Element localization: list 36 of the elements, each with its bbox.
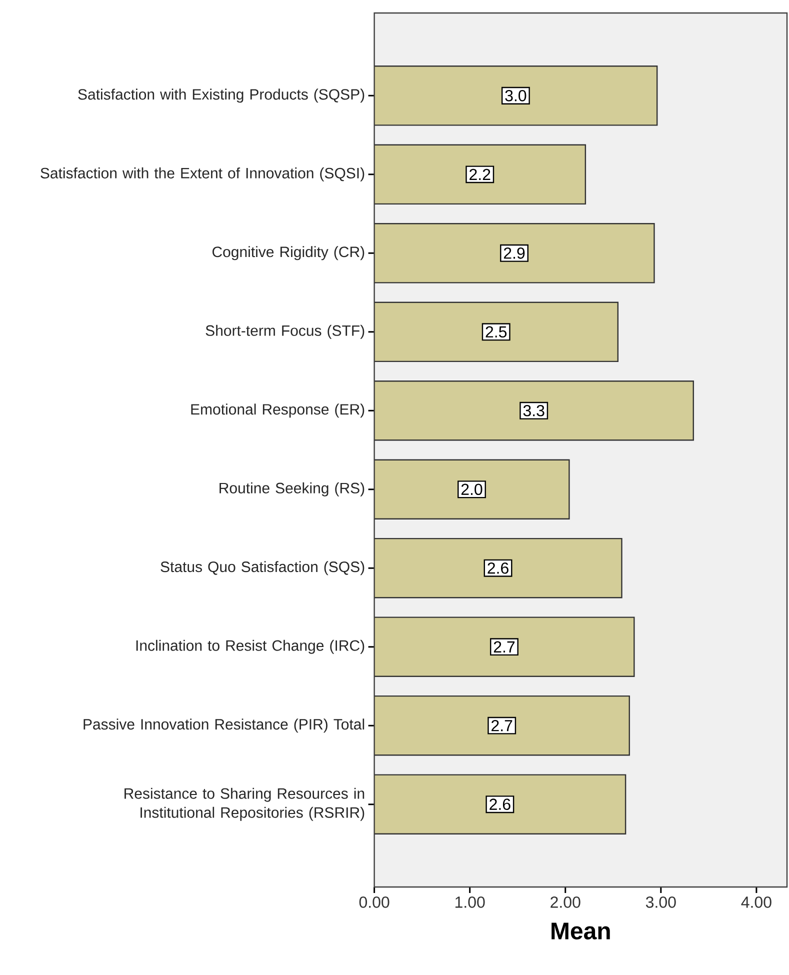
data-label: 2.9 <box>504 247 525 259</box>
x-tick-label: 3.00 <box>646 896 676 908</box>
data-label: 2.5 <box>486 326 507 338</box>
bar <box>374 302 619 362</box>
y-tick-label: Satisfaction with the Extent of Innovation (SQSI) <box>40 167 364 182</box>
y-tick-label: Cognitive Rigidity (CR) <box>212 246 364 260</box>
y-tick-label: Resistance to Sharing Resources in Institutional Repositories (RSRIR) <box>124 788 364 821</box>
data-label: 2.7 <box>492 720 512 732</box>
y-tick-label: Emotional Response (ER) <box>191 404 364 418</box>
x-tick-label: 2.00 <box>550 896 580 908</box>
data-label: 2.2 <box>470 168 490 180</box>
y-tick-label: Status Quo Satisfaction (SQS) <box>160 561 364 576</box>
bar <box>374 144 586 205</box>
data-label: 2.0 <box>461 484 482 496</box>
bar <box>374 695 630 756</box>
y-tick-label: Short-term Focus (STF) <box>206 324 364 339</box>
data-label: 2.7 <box>494 641 515 652</box>
data-label: 3.3 <box>523 404 544 416</box>
bar <box>374 223 655 284</box>
data-label: 2.6 <box>488 562 508 574</box>
x-tick-label: 4.00 <box>741 896 772 908</box>
data-label: 3.0 <box>505 90 526 102</box>
y-tick-label: Routine Seeking (RS) <box>220 482 364 496</box>
y-tick-label: Satisfaction with Existing Products (SQSP) <box>78 88 364 103</box>
data-label: 2.6 <box>490 798 510 810</box>
x-tick-label: 0.00 <box>359 896 390 908</box>
bar <box>374 459 570 520</box>
x-tick-label: 1.00 <box>455 896 485 908</box>
bar <box>374 616 635 677</box>
bar <box>374 66 658 126</box>
bar <box>374 380 694 441</box>
bar <box>374 538 622 598</box>
bar <box>374 774 626 834</box>
y-tick-label: Inclination to Resist Change (IRC) <box>136 640 364 654</box>
y-tick-label: Passive Innovation Resistance (PIR) Total <box>84 718 364 733</box>
x-axis-title: Mean <box>552 922 610 940</box>
